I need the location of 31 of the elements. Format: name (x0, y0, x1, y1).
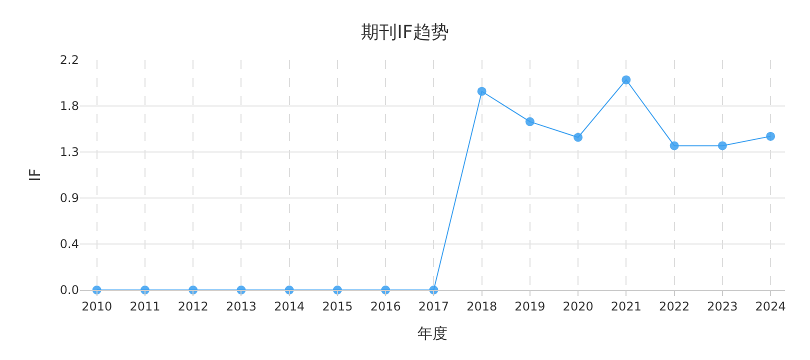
point (525, 117, 534, 126)
y-tick-label: 0.9 (60, 191, 79, 206)
x-tick-label: 2019 (514, 299, 546, 314)
x-tick-label: 2013 (226, 299, 256, 314)
x-tick-label: 2020 (562, 299, 594, 314)
x-tick-label: 2014 (274, 299, 305, 314)
point (574, 132, 583, 142)
x-tick-label: 2018 (466, 299, 498, 314)
y-axis-title: IF (26, 168, 44, 182)
x-tick-label: 2015 (322, 299, 353, 314)
point (766, 132, 776, 141)
point (622, 75, 631, 84)
x-tick-label: 2011 (130, 299, 160, 314)
x-tick-label: 2022 (659, 299, 690, 314)
x-tick-label: 2024 (755, 299, 786, 314)
chart-title: 期刊IF趋势 (361, 22, 449, 43)
x-tick-label: 2010 (82, 299, 112, 314)
y-tick-label: 0.0 (60, 283, 79, 298)
y-tick-label: 0.4 (60, 237, 79, 252)
y-tick-label: 2.2 (60, 53, 79, 68)
x-tick-label: 2012 (178, 299, 208, 314)
x-tick-label: 2016 (370, 299, 401, 314)
x-tick-label: 2017 (418, 299, 449, 314)
y-tick-label: 1.3 (60, 145, 79, 160)
x-tick-label: 2023 (707, 299, 738, 314)
y-tick-label: 1.8 (60, 99, 79, 114)
point (670, 141, 679, 150)
point (477, 86, 486, 96)
x-tick-label: 2021 (610, 299, 642, 314)
x-axis-title: 年度 (418, 324, 448, 342)
point (718, 141, 727, 150)
